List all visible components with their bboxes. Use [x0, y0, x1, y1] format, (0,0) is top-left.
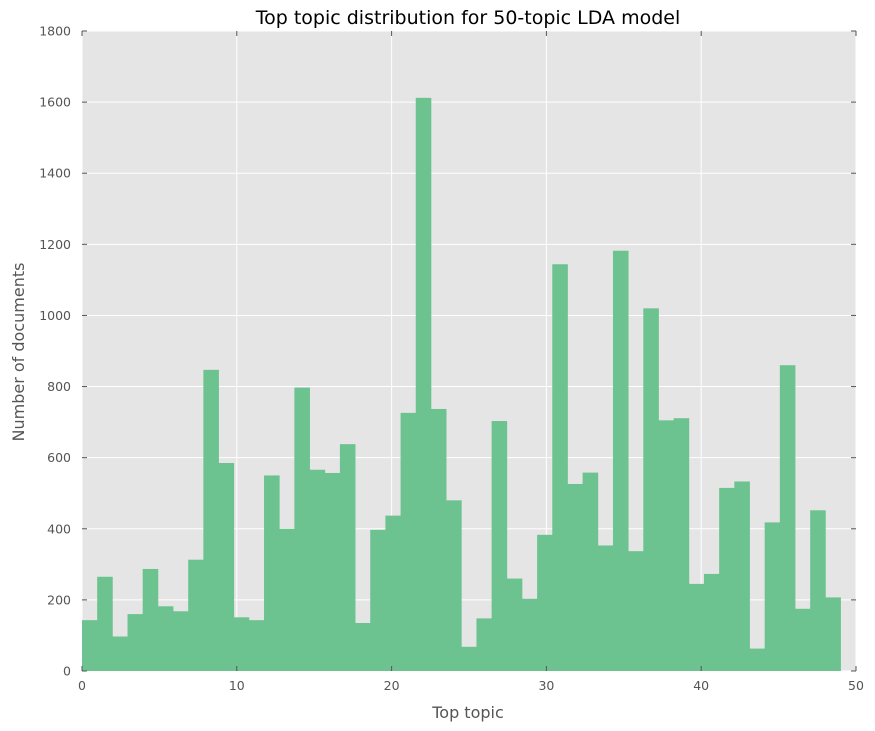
- histogram-bar: [97, 576, 113, 671]
- histogram-bar: [537, 534, 553, 671]
- y-tick-label: 800: [47, 379, 71, 394]
- x-tick-label: 10: [229, 678, 245, 693]
- histogram-bar: [294, 387, 310, 671]
- y-tick-label: 1600: [39, 95, 71, 110]
- histogram-bar: [82, 620, 98, 671]
- histogram-bar: [567, 483, 584, 671]
- x-tick-label: 40: [693, 678, 709, 693]
- histogram-bar: [658, 420, 675, 671]
- histogram-bar: [552, 264, 568, 671]
- y-tick-label: 1400: [39, 166, 71, 181]
- histogram-bar: [749, 648, 766, 671]
- histogram-bar: [400, 412, 417, 671]
- histogram-bar: [355, 623, 371, 671]
- y-axis-label: Number of documents: [9, 263, 28, 442]
- y-tick-label: 200: [47, 592, 71, 607]
- histogram-bar: [233, 617, 250, 671]
- histogram-bar: [385, 515, 401, 671]
- histogram-bar: [264, 475, 280, 671]
- histogram-bar: [157, 606, 174, 671]
- x-tick-label: 20: [384, 678, 400, 693]
- y-tick-labels: 0 200 400 600 800 1000 1200 1400 1600 1800: [39, 24, 71, 679]
- y-tick-label: 1800: [39, 24, 71, 39]
- bars: [82, 97, 841, 672]
- histogram-bar: [703, 573, 720, 671]
- histogram-bar: [127, 614, 144, 671]
- histogram-bar: [173, 611, 189, 671]
- y-tick-label: 400: [47, 521, 71, 536]
- histogram-bar: [582, 472, 599, 671]
- y-tick-label: 0: [63, 664, 71, 679]
- y-tick-label: 1000: [39, 308, 71, 323]
- histogram-bar: [673, 418, 690, 671]
- histogram-bar: [506, 578, 523, 671]
- histogram-bar: [309, 469, 326, 671]
- histogram-bar: [324, 472, 341, 671]
- chart-title: Top topic distribution for 50-topic LDA …: [255, 7, 681, 29]
- histogram-bar: [218, 463, 235, 671]
- histogram-bar: [810, 510, 826, 671]
- histogram-bar: [825, 597, 841, 671]
- histogram-bar: [188, 559, 204, 671]
- histogram-bar: [734, 481, 750, 671]
- histogram-bar: [612, 250, 629, 671]
- histogram-bar: [339, 444, 356, 671]
- histogram-bar: [203, 369, 219, 671]
- histogram-bar: [461, 646, 477, 671]
- histogram-bar: [415, 97, 432, 672]
- histogram-bar: [688, 583, 705, 671]
- histogram-bar: [446, 500, 462, 671]
- histogram-bar: [112, 636, 128, 671]
- y-tick-label: 1200: [39, 237, 71, 252]
- histogram-bar: [142, 568, 159, 671]
- histogram-bar: [628, 551, 644, 671]
- histogram-bar: [521, 598, 538, 671]
- histogram-bar: [764, 522, 781, 671]
- histogram-bar: [491, 421, 508, 671]
- histogram-bar: [719, 487, 735, 671]
- ticks: [81, 30, 857, 672]
- histogram-bar: [779, 365, 796, 671]
- x-tick-label: 30: [538, 678, 554, 693]
- histogram-bar: [248, 620, 265, 671]
- x-tick-label: 0: [78, 678, 86, 693]
- y-tick-label: 600: [47, 450, 71, 465]
- histogram-bar: [643, 308, 659, 671]
- histogram-bar: [430, 408, 447, 671]
- histogram-bar: [597, 545, 614, 671]
- x-tick-labels: 0 10 20 30 40 50: [78, 678, 864, 693]
- histogram-bar: [795, 608, 811, 671]
- x-tick-label: 50: [848, 678, 864, 693]
- histogram-bar: [370, 529, 386, 671]
- x-axis-label: Top topic: [431, 703, 504, 722]
- histogram-bar: [279, 528, 295, 671]
- histogram-bar: [476, 618, 493, 671]
